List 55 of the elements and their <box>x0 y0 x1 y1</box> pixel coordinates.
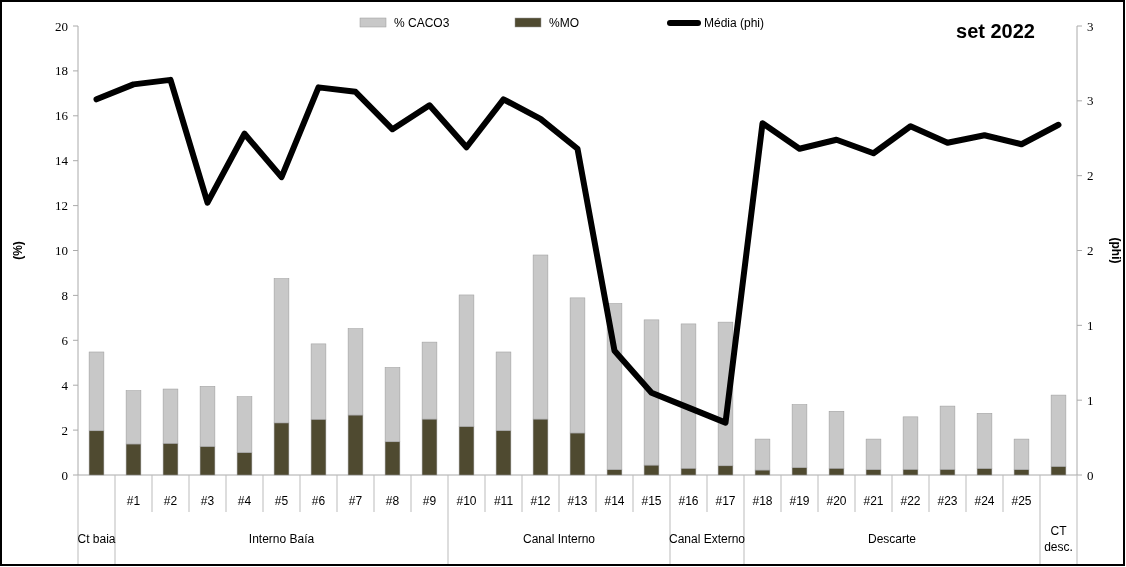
text: Descarte <box>867 532 917 546</box>
x-tick-label: #13 <box>567 494 588 508</box>
x-tick-label: #4 <box>237 494 252 508</box>
y-tick-label: 4 <box>61 377 69 393</box>
x-tick-label: #8 <box>385 494 400 508</box>
y2-tick-label: 2 <box>1087 243 1094 259</box>
text: Canal Interno <box>522 532 596 546</box>
x-tick-label: #3 <box>200 494 215 508</box>
x-tick-label: #23 <box>937 494 958 508</box>
y2-axis-title: (phi) <box>1109 237 1123 264</box>
text: Interno Baía <box>248 532 315 546</box>
y-tick-label: 12 <box>55 198 68 214</box>
y-tick-label: 6 <box>61 332 69 348</box>
x-tick-label: #18 <box>752 494 773 508</box>
y2-tick-label: 3 <box>1087 93 1094 109</box>
y-tick-label: 14 <box>55 153 69 169</box>
x-tick-label: #24 <box>974 494 995 508</box>
y-tick-label: 10 <box>55 243 68 259</box>
text: Ct baia <box>77 532 116 546</box>
x-tick-label: #12 <box>530 494 551 508</box>
x-tick-label: #6 <box>311 494 326 508</box>
x-tick-label: #10 <box>456 494 477 508</box>
x-tick-label: #14 <box>604 494 625 508</box>
y2-tick-label: 0 <box>1087 467 1094 483</box>
x-tick-label: #7 <box>348 494 363 508</box>
x-tick-label: #9 <box>422 494 437 508</box>
y2-tick-label: 3 <box>1087 18 1094 34</box>
y-tick-label: 18 <box>55 63 68 79</box>
y2-tick-label: 1 <box>1087 392 1094 408</box>
x-tick-label: #19 <box>789 494 810 508</box>
y-tick-label: 20 <box>55 18 68 34</box>
x-tick-label: #5 <box>274 494 289 508</box>
y-tick-label: 2 <box>61 422 68 438</box>
legend-label: % CACO3 <box>394 16 450 31</box>
text: Canal Externo <box>668 532 746 546</box>
x-tick-label: #20 <box>826 494 847 508</box>
text: CT desc. <box>1044 524 1073 554</box>
x-tick-label: #15 <box>641 494 662 508</box>
y2-tick-label: 2 <box>1087 168 1094 184</box>
x-tick-label: #16 <box>678 494 699 508</box>
y-tick-label: 0 <box>61 467 68 483</box>
x-tick-label: #1 <box>126 494 141 508</box>
x-tick-label: #22 <box>900 494 921 508</box>
chart-title: set 2022 <box>956 20 1035 42</box>
legend-label: Média (phi) <box>704 16 765 31</box>
legend-label: %MO <box>549 16 579 31</box>
x-tick-label: #2 <box>163 494 178 508</box>
y-axis-title: (%) <box>11 241 25 260</box>
y2-tick-label: 1 <box>1087 317 1094 333</box>
x-tick-label: #25 <box>1011 494 1032 508</box>
x-tick-label: #17 <box>715 494 736 508</box>
x-tick-label: #21 <box>863 494 884 508</box>
y-tick-label: 16 <box>55 108 69 124</box>
x-tick-label: #11 <box>493 494 514 508</box>
y-tick-label: 8 <box>61 287 68 303</box>
